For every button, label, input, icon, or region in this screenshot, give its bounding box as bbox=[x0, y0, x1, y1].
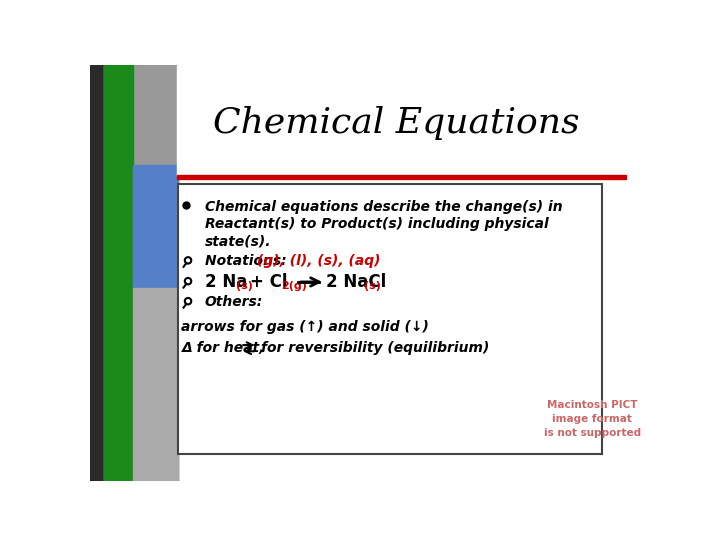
Text: 2 Na: 2 Na bbox=[204, 273, 247, 291]
Bar bbox=[104, 65, 178, 481]
Bar bbox=[104, 65, 178, 481]
Text: Macintosh PICT
image format
is not supported: Macintosh PICT image format is not suppo… bbox=[544, 400, 641, 438]
Text: Δ for heat,: Δ for heat, bbox=[181, 341, 265, 355]
Text: (g), (l), (s), (aq): (g), (l), (s), (aq) bbox=[258, 254, 381, 268]
Text: Others:: Others: bbox=[204, 295, 263, 309]
Bar bbox=[132, 288, 178, 481]
Text: arrows for gas (↑) and solid (↓): arrows for gas (↑) and solid (↓) bbox=[181, 320, 429, 334]
Text: 2(g): 2(g) bbox=[281, 281, 307, 291]
Text: Reactant(s) to Product(s) including physical: Reactant(s) to Product(s) including phys… bbox=[204, 217, 549, 231]
Text: state(s).: state(s). bbox=[204, 234, 271, 248]
Text: + Cl: + Cl bbox=[250, 273, 287, 291]
Text: (s): (s) bbox=[364, 281, 380, 291]
Bar bbox=[177, 65, 648, 177]
Text: (s): (s) bbox=[235, 281, 253, 291]
Text: Chemical Equations: Chemical Equations bbox=[213, 105, 580, 139]
Text: Chemical equations describe the change(s) in: Chemical equations describe the change(s… bbox=[204, 200, 562, 214]
Bar bbox=[132, 165, 178, 288]
Bar bbox=[177, 175, 626, 179]
Bar bbox=[104, 296, 147, 481]
Text: for reversibility (equilibrium): for reversibility (equilibrium) bbox=[261, 341, 490, 355]
FancyBboxPatch shape bbox=[178, 184, 602, 454]
Bar bbox=[90, 65, 104, 481]
Text: Notations:: Notations: bbox=[204, 254, 291, 268]
Text: 2 NaCl: 2 NaCl bbox=[325, 273, 386, 291]
Bar bbox=[104, 65, 133, 296]
